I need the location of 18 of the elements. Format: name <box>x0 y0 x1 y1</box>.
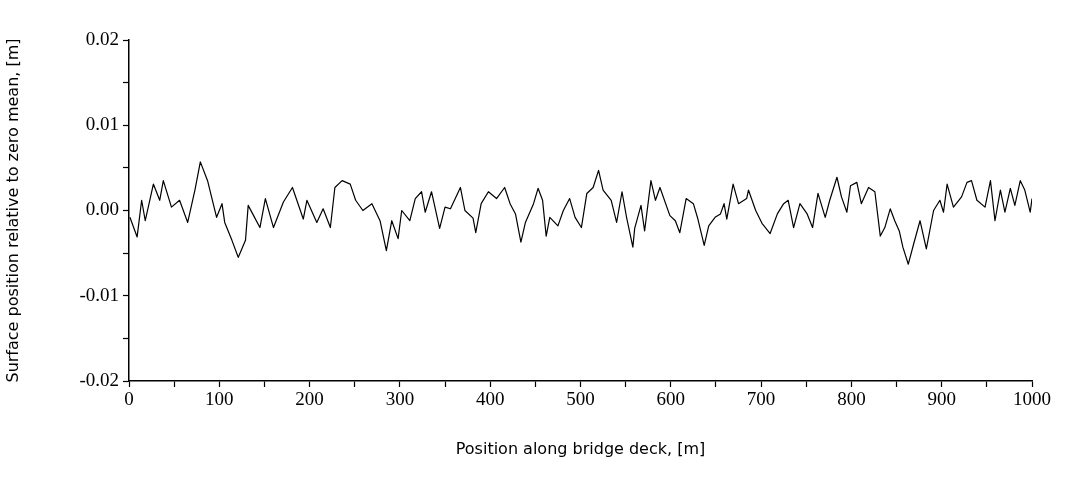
x-tick-label: 300 <box>385 388 415 410</box>
y-tick-label: -0.02 <box>79 368 119 390</box>
y-tick-label: 0.02 <box>85 27 119 49</box>
y-axis-title: Surface position relative to zero mean, [m] <box>2 38 22 383</box>
x-tick-label: 800 <box>837 388 866 410</box>
x-axis-title: Position along bridge deck, [m] <box>455 438 706 458</box>
x-tick-label: 700 <box>746 388 776 410</box>
x-tick-label: 1000 <box>1013 388 1051 410</box>
x-tick-label: 900 <box>927 388 956 410</box>
x-tick-label: 200 <box>295 388 324 410</box>
y-tick-label: 0.01 <box>85 113 119 135</box>
y-tick-label: -0.01 <box>79 283 119 305</box>
x-tick-label: 500 <box>566 388 595 410</box>
x-tick-label: 0 <box>124 388 134 410</box>
x-tick-label: 100 <box>205 388 234 410</box>
x-tick-label: 600 <box>656 388 686 410</box>
y-tick-label: 0.00 <box>85 198 119 220</box>
x-tick-label: 400 <box>475 388 505 410</box>
